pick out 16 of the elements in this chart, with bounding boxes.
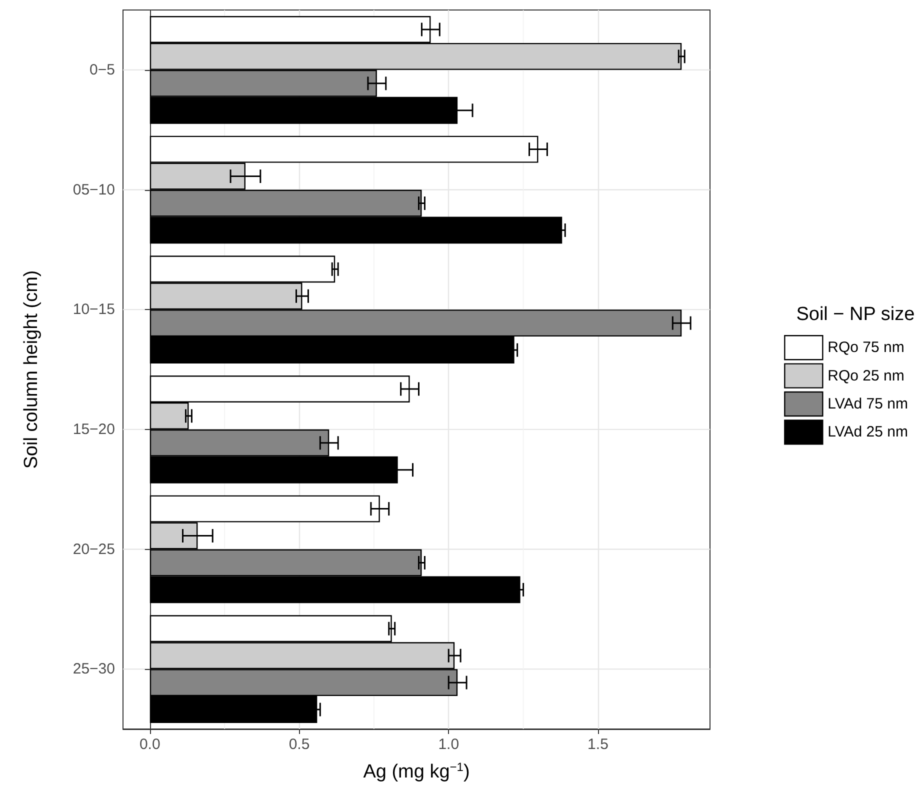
legend-title: Soil − NP size (796, 304, 915, 325)
legend-label: LVAd 25 nm (828, 424, 908, 441)
legend-label: RQo 75 nm (828, 339, 904, 356)
y-tick-label: 15−20 (72, 420, 115, 438)
x-tick-label: 0.0 (139, 736, 160, 753)
y-axis-title: Soil column height (cm) (21, 270, 42, 469)
legend-label: LVAd 75 nm (828, 396, 908, 412)
x-tick-label: 0.5 (288, 736, 310, 753)
y-tick-label: 20−25 (72, 540, 115, 558)
legend-label: RQo 25 nm (828, 367, 904, 384)
y-tick-label: 05−10 (72, 181, 115, 198)
x-tick-label: 1.5 (588, 736, 608, 753)
x-tick-label: 1.0 (438, 736, 460, 753)
y-tick-label: 25−30 (72, 660, 115, 678)
y-tick-label: 10−15 (72, 301, 115, 318)
y-tick-label: 0−5 (90, 61, 115, 78)
